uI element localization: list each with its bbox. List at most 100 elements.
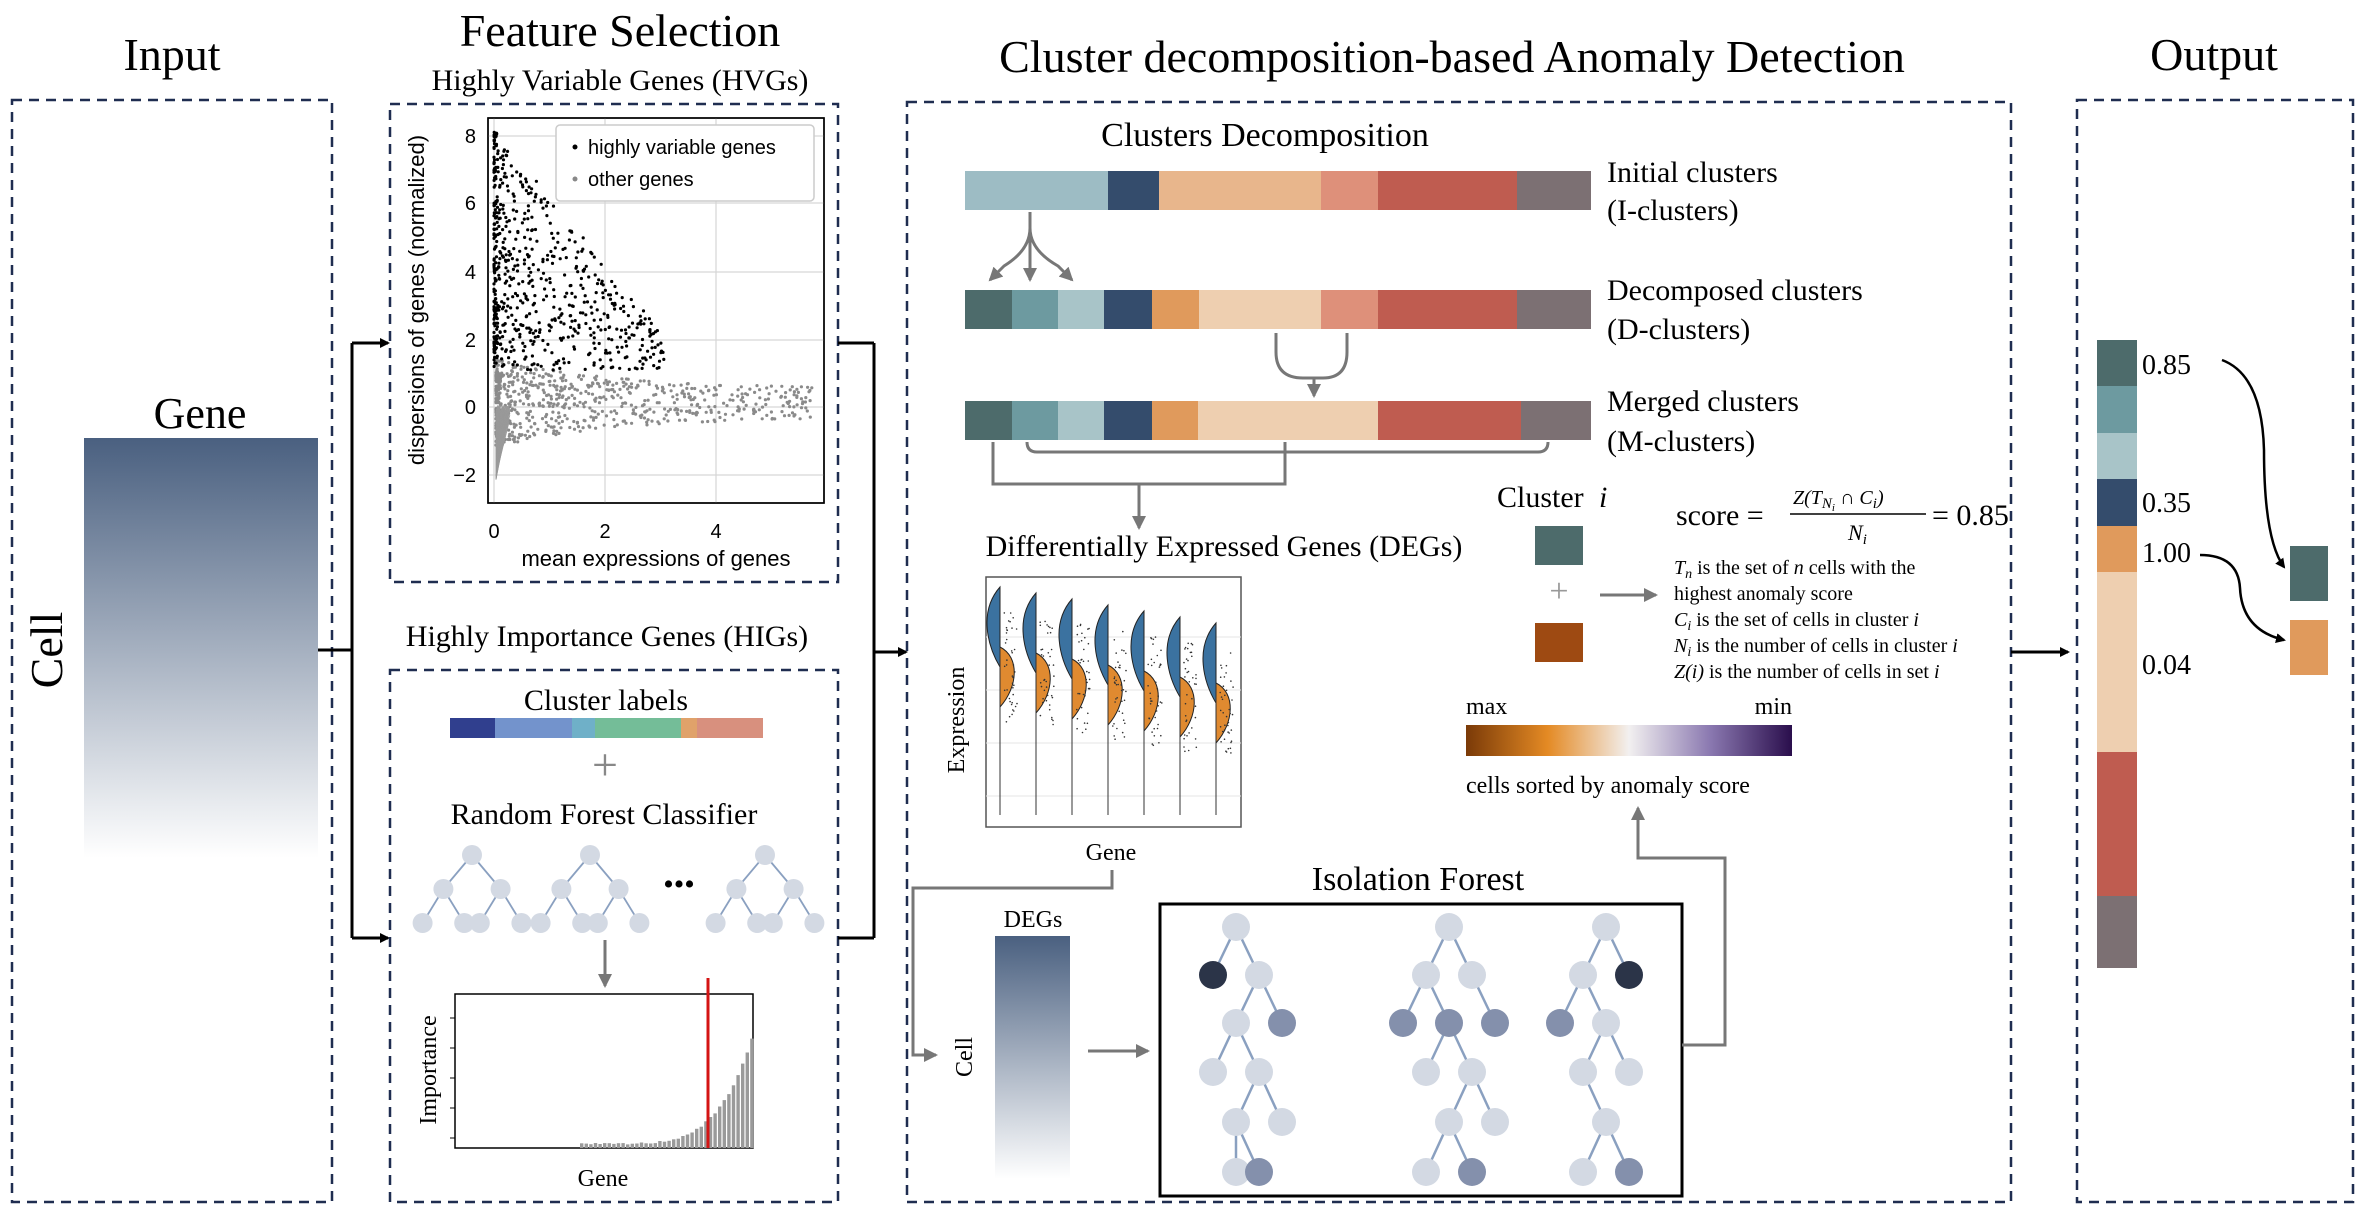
hvg-point: [526, 228, 530, 232]
hvg-point: [638, 348, 642, 352]
other-gene-point: [618, 387, 622, 391]
other-gene-point: [795, 387, 799, 391]
other-gene-point: [602, 395, 606, 399]
other-gene-point: [515, 372, 520, 376]
random-forest-trees: [412, 845, 825, 933]
hvg-point: [515, 294, 520, 298]
other-gene-point: [560, 387, 564, 391]
hvg-point: [603, 327, 607, 332]
other-gene-point: [744, 403, 748, 407]
other-gene-point: [539, 382, 544, 386]
hvg-point: [593, 273, 597, 277]
hvg-point: [530, 247, 534, 251]
hvg-point: [504, 215, 508, 220]
other-gene-point: [685, 409, 689, 413]
other-gene-point: [578, 400, 582, 404]
hvg-xlabel: mean expressions of genes: [521, 546, 790, 571]
hvg-point: [554, 360, 558, 364]
hvg-point: [500, 254, 504, 258]
hvg-point: [501, 158, 506, 162]
hvg-point: [558, 366, 562, 370]
other-gene-point: [544, 420, 548, 425]
hvg-point: [528, 237, 532, 241]
other-gene-point: [541, 375, 545, 379]
definition-tn-cont: highest anomaly score: [1674, 583, 1853, 605]
d-text2: cells with the: [1804, 557, 1916, 579]
other-gene-point: [629, 403, 634, 407]
other-gene-point: [546, 401, 550, 405]
hvg-point: [574, 256, 578, 260]
hvg-point: [550, 318, 554, 322]
other-gene-point: [557, 396, 561, 400]
hvg-point: [505, 279, 509, 283]
hvg-point: [503, 329, 507, 333]
hvg-point: [524, 177, 528, 181]
hvg-point: [523, 344, 527, 349]
hvg-point: [496, 152, 500, 156]
hvg-point: [492, 158, 497, 162]
other-gene-point: [528, 383, 532, 387]
hvg-point: [517, 282, 521, 286]
hvg-point: [502, 211, 506, 215]
other-gene-point: [578, 429, 582, 433]
hvg-point: [516, 263, 520, 267]
hvg-point: [599, 262, 603, 266]
other-gene-point: [612, 390, 617, 394]
importance-ylabel: Importance: [416, 1015, 442, 1124]
hvg-point: [511, 337, 515, 341]
other-gene-point: [807, 390, 811, 394]
other-gene-point: [620, 404, 624, 409]
hvg-point: [501, 228, 505, 232]
importance-bar: [603, 1143, 607, 1148]
hvg-point: [620, 345, 624, 349]
hvg-point: [493, 310, 497, 315]
hvg-point: [550, 261, 555, 265]
other-gene-point: [630, 385, 634, 389]
other-gene-point: [624, 377, 629, 381]
hvg-point: [530, 228, 535, 232]
other-gene-point: [792, 390, 797, 394]
hvg-point: [532, 199, 536, 203]
other-gene-point: [673, 408, 677, 412]
d-var: i: [1913, 609, 1919, 631]
hvg-point: [563, 295, 567, 299]
other-gene-point: [542, 391, 546, 395]
other-gene-point: [506, 437, 510, 442]
other-gene-point: [707, 388, 711, 392]
hvg-point: [615, 345, 619, 349]
deg-matrix: [995, 936, 1070, 1179]
hvg-point: [537, 321, 541, 325]
importance-bar: [635, 1143, 639, 1148]
hvg-point: [492, 227, 496, 231]
importance-bar: [750, 1038, 754, 1148]
hvg-point: [657, 359, 662, 363]
num-close: ): [1876, 487, 1884, 509]
score-label-100: 1.00: [2142, 538, 2191, 569]
other-gene-point: [495, 380, 499, 384]
other-gene-point: [615, 423, 619, 427]
other-gene-point: [589, 415, 593, 419]
other-gene-point: [555, 429, 559, 433]
other-gene-point: [541, 388, 545, 392]
hvg-ytick-0: 0: [465, 397, 476, 419]
clusters-decomposition-title: Clusters Decomposition: [1101, 117, 1429, 154]
hvg-point: [574, 266, 578, 270]
other-gene-point: [621, 419, 625, 423]
hvg-point: [539, 277, 543, 281]
other-gene-point: [704, 384, 708, 388]
violin: [1166, 615, 1198, 815]
hvg-point: [497, 224, 501, 228]
hvg-point: [526, 367, 530, 372]
hvg-title: Highly Variable Genes (HVGs): [432, 64, 809, 97]
hig-title: Highly Importance Genes (HIGs): [406, 620, 808, 653]
other-gene-point: [631, 411, 635, 416]
other-gene-point: [613, 424, 617, 429]
other-gene-point: [577, 373, 582, 377]
hvg-point: [527, 274, 531, 278]
input-title: Input: [123, 29, 220, 80]
hvg-point: [590, 252, 594, 256]
other-gene-point: [523, 433, 528, 437]
hvg-point: [526, 192, 531, 196]
hvg-point: [509, 349, 513, 354]
hvg-ytick-4: 4: [465, 262, 476, 284]
